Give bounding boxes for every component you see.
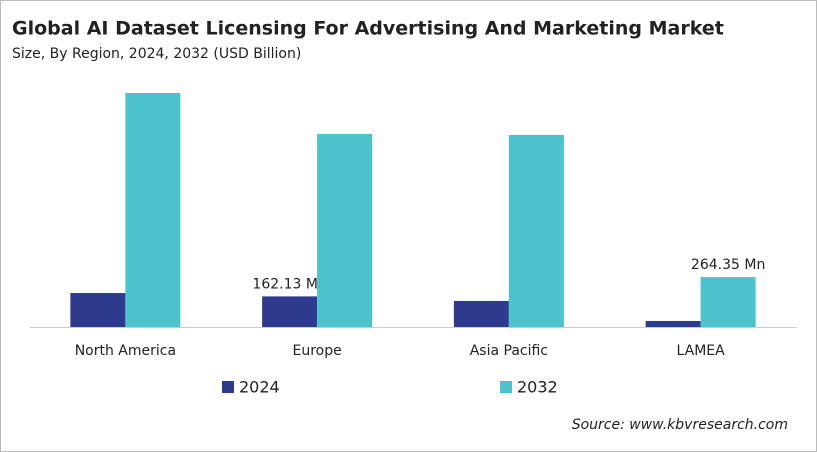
x-tick-label: North America: [75, 343, 176, 359]
legend-swatch: [500, 381, 512, 393]
legend-label: 2032: [517, 378, 558, 397]
chart-title: Global AI Dataset Licensing For Advertis…: [12, 18, 724, 40]
bar: [262, 296, 318, 327]
bar: [317, 133, 373, 327]
x-tick-label: Asia Pacific: [470, 343, 548, 359]
legend-swatch: [222, 381, 234, 393]
bar: [700, 277, 756, 327]
bar: [645, 320, 701, 327]
x-tick-label: Europe: [293, 343, 342, 359]
bar: [125, 93, 181, 327]
x-tick-label: LAMEA: [677, 343, 726, 359]
bar: [70, 293, 126, 327]
bar: [508, 134, 564, 327]
data-label: 162.13 Mn: [252, 276, 326, 292]
legend-label: 2024: [239, 378, 280, 397]
data-label: 264.35 Mn: [691, 257, 765, 273]
source: Source: www.kbvresearch.com: [572, 417, 788, 433]
chart-subtitle: Size, By Region, 2024, 2032 (USD Billion…: [12, 46, 301, 62]
bar: [453, 300, 509, 327]
